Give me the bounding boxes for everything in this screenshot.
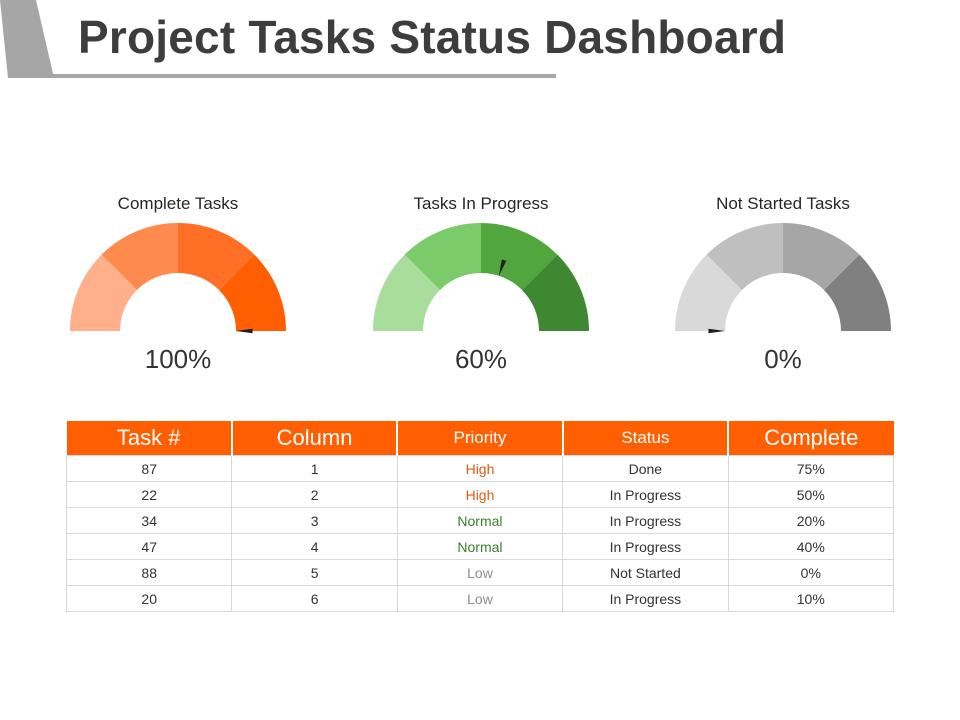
- cell-task: 88: [65, 559, 233, 586]
- cell-task: 20: [65, 585, 233, 612]
- column-header-complete: Complete: [728, 421, 894, 456]
- cell-column: 2: [231, 481, 398, 508]
- cell-status: Not Started: [562, 559, 729, 586]
- gauge-value: 0%: [764, 344, 802, 374]
- cell-task: 22: [65, 481, 233, 508]
- cell-status: In Progress: [562, 507, 729, 534]
- gauge-chart: [675, 223, 891, 334]
- cell-priority: Low: [396, 559, 564, 586]
- cell-complete: 50%: [727, 481, 895, 508]
- gauge-segment: [783, 223, 860, 290]
- gauge-needle: [498, 259, 507, 276]
- cell-column: 3: [231, 507, 398, 534]
- tasks-table: Task # Column Priority Status Complete 8…: [65, 421, 895, 612]
- cell-complete: 10%: [727, 585, 895, 612]
- title-underline: [8, 74, 556, 78]
- gauge-title: Complete Tasks: [117, 194, 239, 213]
- gauge-needle: [236, 328, 253, 334]
- gauge-segment: [706, 223, 783, 290]
- gauge-tasks-in-progress: Tasks In Progress 60%: [366, 190, 596, 380]
- gauge-title: Not Started Tasks: [716, 194, 850, 213]
- table-row: 22 2 High In Progress 50%: [65, 481, 895, 508]
- cell-status: In Progress: [562, 585, 729, 612]
- cell-status: Done: [562, 455, 729, 482]
- cell-task: 47: [65, 533, 233, 560]
- cell-task: 87: [65, 455, 233, 482]
- gauge-not-started-tasks: Not Started Tasks 0%: [668, 190, 898, 380]
- gauge-segment: [404, 223, 481, 290]
- gauge-segment: [178, 223, 255, 290]
- gauge-chart: [373, 223, 589, 331]
- gauge-complete-tasks: Complete Tasks 100%: [63, 190, 293, 380]
- gauge-needle: [708, 328, 725, 334]
- cell-complete: 0%: [727, 559, 895, 586]
- table-row: 47 4 Normal In Progress 40%: [65, 533, 895, 560]
- gauge-value: 60%: [454, 344, 508, 374]
- gauge-segment: [675, 254, 742, 331]
- table-body: 87 1 High Done 75% 22 2 High In Progress 50% 34 3 No…: [65, 455, 895, 612]
- column-header-priority: Priority: [397, 421, 564, 456]
- cell-priority: Normal: [396, 533, 564, 560]
- column-header-task: Task #: [66, 421, 233, 456]
- gauge-segment: [824, 254, 891, 331]
- table-row: 20 6 Low In Progress 10%: [65, 585, 895, 612]
- table-row: 34 3 Normal In Progress 20%: [65, 507, 895, 534]
- cell-column: 6: [231, 585, 398, 612]
- cell-complete: 40%: [727, 533, 895, 560]
- gauge-segment: [373, 254, 440, 331]
- table-row: 88 5 Low Not Started 0%: [65, 559, 895, 586]
- gauge-segment: [70, 254, 137, 331]
- column-header-column: Column: [231, 421, 399, 456]
- table-row: 87 1 High Done 75%: [65, 455, 895, 482]
- cell-status: In Progress: [562, 533, 729, 560]
- gauge-title: Tasks In Progress: [413, 194, 549, 213]
- cell-priority: High: [396, 481, 564, 508]
- gauge-chart: [70, 223, 286, 334]
- cell-priority: High: [396, 455, 564, 482]
- cell-priority: Low: [396, 585, 564, 612]
- cell-complete: 20%: [727, 507, 895, 534]
- cell-column: 4: [231, 533, 398, 560]
- cell-complete: 75%: [727, 455, 895, 482]
- header-tab-decoration: [0, 0, 54, 78]
- cell-column: 1: [231, 455, 398, 482]
- gauge-value: 100%: [144, 344, 212, 374]
- column-header-status: Status: [562, 421, 730, 456]
- page-title: Project Tasks Status Dashboard: [78, 11, 787, 63]
- gauge-segment: [219, 254, 286, 331]
- cell-task: 34: [65, 507, 233, 534]
- cell-column: 5: [231, 559, 398, 586]
- gauge-segment: [101, 223, 178, 290]
- gauge-segment: [522, 254, 589, 331]
- table-header-row: Task # Column Priority Status Complete: [66, 421, 894, 456]
- cell-status: In Progress: [562, 481, 729, 508]
- cell-priority: Normal: [396, 507, 564, 534]
